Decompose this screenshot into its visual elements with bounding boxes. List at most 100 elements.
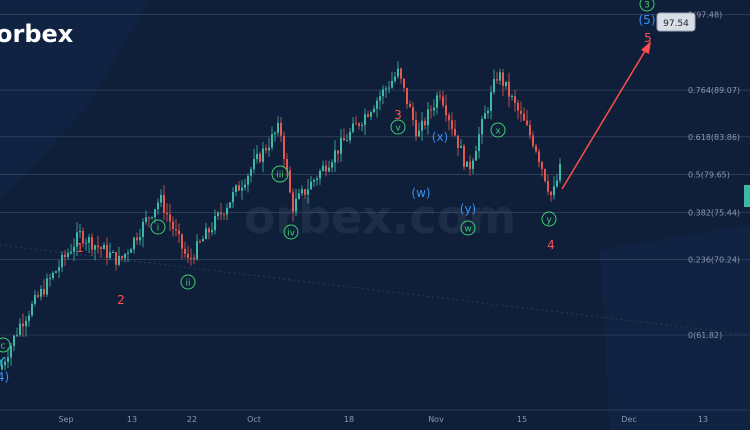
candle-body bbox=[220, 212, 222, 215]
candle-body bbox=[259, 153, 261, 162]
candle-body bbox=[157, 202, 159, 210]
candle-body bbox=[358, 123, 360, 126]
candle-body bbox=[214, 216, 216, 231]
candle-body bbox=[64, 254, 66, 258]
candle-body bbox=[133, 237, 135, 250]
candle-body bbox=[187, 253, 189, 258]
candle-body bbox=[532, 135, 534, 146]
candle-body bbox=[130, 249, 132, 253]
candle-body bbox=[37, 294, 39, 297]
candle-body bbox=[340, 138, 342, 154]
candle-body bbox=[52, 272, 54, 278]
candle-body bbox=[196, 241, 198, 260]
candle-body bbox=[274, 132, 276, 135]
wave-circle bbox=[490, 122, 506, 138]
candle-body bbox=[529, 124, 531, 136]
candle-body bbox=[385, 88, 387, 90]
candle-body bbox=[250, 169, 252, 176]
candle-body bbox=[445, 105, 447, 116]
candle-body bbox=[295, 198, 297, 212]
candle-body bbox=[427, 109, 429, 126]
candle-body bbox=[520, 110, 522, 114]
candle-body bbox=[94, 245, 96, 250]
candle-body bbox=[208, 228, 210, 233]
candle-body bbox=[319, 170, 321, 179]
candle-body bbox=[253, 159, 255, 170]
wave-circle bbox=[271, 165, 289, 183]
candle-body bbox=[262, 148, 264, 162]
candle-body bbox=[313, 180, 315, 182]
candle-body bbox=[328, 167, 330, 172]
candle-body bbox=[229, 202, 231, 208]
candle-body bbox=[541, 162, 543, 170]
x-tick-label: Sep bbox=[58, 415, 73, 424]
candle-body bbox=[121, 256, 123, 259]
wave-label: i bbox=[157, 224, 160, 234]
candle-body bbox=[73, 246, 75, 252]
candle-body bbox=[31, 303, 33, 316]
candle-body bbox=[211, 230, 213, 233]
candle-body bbox=[91, 237, 93, 250]
candle-body bbox=[184, 248, 186, 254]
candle-body bbox=[58, 267, 60, 272]
wave-circle bbox=[283, 224, 299, 240]
candle-body bbox=[394, 76, 396, 81]
wave-label: 3 bbox=[394, 108, 402, 122]
candle-body bbox=[553, 186, 555, 196]
candle-body bbox=[205, 228, 207, 240]
candle-body bbox=[43, 289, 45, 295]
candle-body bbox=[481, 118, 483, 135]
candle-body bbox=[40, 289, 42, 297]
candle-body bbox=[484, 113, 486, 119]
candle-body bbox=[286, 158, 288, 171]
fib-levels: 1(97.48) 0.764(89.07) 0.618(83.86) 0.5(79.6… bbox=[0, 10, 750, 340]
candle-body bbox=[109, 252, 111, 258]
candle-body bbox=[28, 315, 30, 321]
candle-body bbox=[373, 108, 375, 113]
candle-body bbox=[436, 95, 438, 108]
candle-body bbox=[115, 251, 117, 265]
candle-body bbox=[235, 185, 237, 193]
candle-body bbox=[298, 193, 300, 199]
background-shape bbox=[0, 0, 150, 200]
candle-body bbox=[85, 242, 87, 244]
candle-body bbox=[151, 217, 153, 219]
wave-label: v bbox=[395, 124, 401, 134]
candle-body bbox=[310, 181, 312, 190]
wave-label: 3 bbox=[644, 1, 650, 11]
x-tick-label: 15 bbox=[517, 415, 527, 424]
candle-body bbox=[361, 124, 363, 126]
wave-label: 2 bbox=[117, 293, 125, 307]
candle-body bbox=[67, 253, 69, 258]
candle-body bbox=[490, 92, 492, 111]
candle-body bbox=[424, 120, 426, 126]
fib-label: 1(97.48) bbox=[688, 10, 722, 19]
candle-body bbox=[370, 112, 372, 117]
candle-body bbox=[451, 120, 453, 130]
wave-label: w bbox=[464, 225, 471, 235]
candle-body bbox=[448, 115, 450, 121]
wave-circle bbox=[639, 0, 655, 12]
candle-body bbox=[22, 323, 24, 327]
candle-body bbox=[118, 256, 120, 265]
wave-label: x bbox=[495, 127, 501, 137]
candle-body bbox=[55, 271, 57, 273]
candle-body bbox=[10, 345, 12, 358]
candle-body bbox=[439, 95, 441, 97]
candle-body bbox=[475, 151, 477, 161]
candle-body bbox=[517, 102, 519, 111]
candle-body bbox=[280, 122, 282, 136]
candle-body bbox=[469, 161, 471, 169]
x-tick-label: 22 bbox=[187, 415, 197, 424]
candle-body bbox=[430, 109, 432, 111]
fib-label: 0.5(79.65) bbox=[688, 171, 730, 180]
candle-body bbox=[268, 147, 270, 151]
candle-body bbox=[76, 232, 78, 247]
candle-body bbox=[142, 221, 144, 238]
candle-body bbox=[382, 89, 384, 97]
x-axis: Sep 13 22 Oct 18 Nov 15 Dec 13 bbox=[0, 409, 750, 424]
candle-body bbox=[535, 145, 537, 152]
